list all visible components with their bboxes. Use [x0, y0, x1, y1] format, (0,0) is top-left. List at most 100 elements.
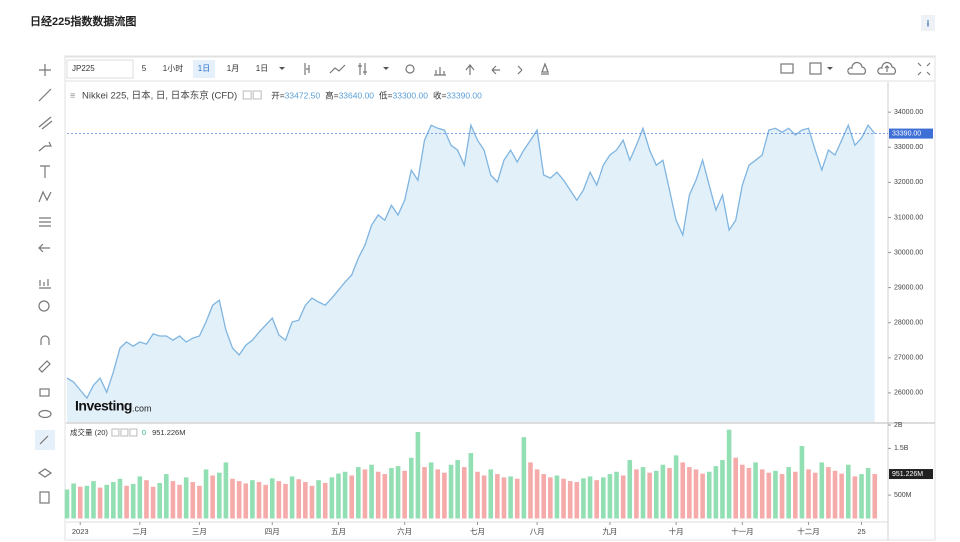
volume-bar [71, 483, 76, 519]
volume-bar [865, 468, 871, 519]
quote-value: 33300.00 [393, 90, 429, 100]
volume-bar [859, 474, 864, 519]
volume-bar [356, 467, 361, 519]
interval[interactable]: 1日 [198, 64, 210, 73]
y-tick-label: 30000.00 [894, 249, 923, 256]
legend-button[interactable] [111, 428, 120, 437]
volume-bar [495, 474, 500, 519]
volume-bar [336, 473, 341, 519]
symbol-box[interactable] [66, 59, 134, 79]
volume-bar [362, 469, 368, 519]
volume-bar [759, 469, 765, 519]
x-tick-label: 四月 [265, 527, 280, 536]
x-tick-label: 五月 [331, 527, 346, 536]
info-button[interactable] [921, 15, 935, 31]
volume-bar [793, 471, 798, 519]
y-tick-label: 500M [894, 492, 912, 499]
volume-bar [422, 467, 427, 519]
legend-button[interactable] [252, 90, 262, 100]
y-tick-label: 31000.00 [894, 214, 923, 221]
x-tick-label: 十一月 [731, 526, 754, 536]
page-title: 日经225指数数据流图 [30, 14, 136, 28]
y-tick-label: 27000.00 [894, 355, 923, 362]
quote-value: 33640.00 [339, 90, 375, 100]
volume-bar [620, 475, 626, 519]
x-tick-label: 六月 [397, 526, 412, 536]
interval[interactable]: 5 [142, 64, 147, 73]
x-tick-label: 七月 [470, 527, 485, 536]
chart-frame [64, 55, 936, 541]
y-tick-label: 28000.00 [894, 320, 923, 327]
volume-bar [415, 432, 421, 519]
volume-bar [600, 477, 606, 519]
quote-label: 收= [433, 90, 447, 100]
volume-legend-value: 0 [142, 428, 146, 437]
volume-bar [150, 486, 156, 519]
symbol[interactable]: JP225 [72, 64, 95, 73]
volume-bar [124, 485, 129, 519]
price-area [67, 125, 875, 422]
volume-bar [408, 457, 414, 519]
volume-bar [514, 478, 520, 519]
quote-value: 33390.00 [446, 90, 482, 100]
quote-value: 33472.50 [285, 90, 321, 100]
volume-bar [276, 481, 282, 519]
volume-bar [157, 482, 162, 519]
volume-bar [84, 485, 90, 519]
series-legend: Nikkei 225, 日本, 日, 日本东京 (CFD) [82, 90, 237, 102]
volume-bar [693, 469, 699, 519]
volume-bar [256, 482, 262, 519]
volume-bar [501, 477, 507, 519]
volume-bar [541, 474, 547, 519]
info-icon[interactable]: i [927, 18, 930, 28]
volume-bar [567, 481, 573, 519]
dropdown-arrow[interactable] [279, 67, 285, 70]
volume-bar [687, 467, 692, 519]
x-tick-label: 八月 [530, 527, 545, 536]
volume-bar [455, 460, 460, 519]
legend-menu[interactable]: ≡ [70, 90, 75, 100]
legend-button[interactable] [120, 428, 129, 437]
y-tick-label: 34000.00 [894, 109, 923, 116]
quote-label: 高= [325, 90, 339, 100]
volume-bar [316, 480, 321, 519]
interval[interactable]: 1小时 [163, 63, 183, 73]
x-tick-label: 三月 [192, 527, 207, 536]
volume-bar [64, 489, 70, 519]
volume-bar [713, 466, 719, 519]
volume-bar [819, 462, 825, 519]
y-tick-label: 26000.00 [894, 390, 923, 397]
legend-button[interactable] [129, 428, 138, 437]
left-toolbar[interactable] [35, 64, 55, 504]
volume-bar [508, 476, 513, 519]
volume-bar [230, 478, 235, 519]
x-tick-label: 二月 [132, 527, 147, 536]
volume-bar [97, 487, 103, 519]
volume-bar [137, 476, 143, 519]
interval[interactable]: 1月 [227, 64, 239, 73]
interval-select[interactable]: 1日 [256, 64, 268, 73]
volume-bar [561, 478, 566, 519]
volume-bar [77, 486, 83, 519]
volume-bar [587, 476, 593, 519]
volume-bar [461, 467, 467, 519]
volume-bar [786, 467, 791, 519]
volume-bar [164, 474, 169, 519]
volume-bar [289, 476, 295, 519]
volume-bar [832, 470, 838, 519]
volume-legend: 成交量 (20) [70, 427, 108, 437]
toolbar-icons [304, 61, 931, 76]
volume-legend-value: 951.226M [152, 428, 185, 437]
volume-bar [779, 474, 785, 519]
volume-bar [197, 485, 202, 519]
x-tick-label: 十二月 [797, 526, 820, 536]
volume-bar [210, 475, 215, 519]
legend-button[interactable] [242, 90, 252, 100]
x-tick-label: 25 [857, 527, 865, 536]
volume-bar [442, 472, 447, 519]
volume-bar [581, 478, 586, 519]
volume-bar [382, 474, 388, 519]
volume-bar [243, 483, 249, 519]
volume-bar [283, 483, 288, 519]
